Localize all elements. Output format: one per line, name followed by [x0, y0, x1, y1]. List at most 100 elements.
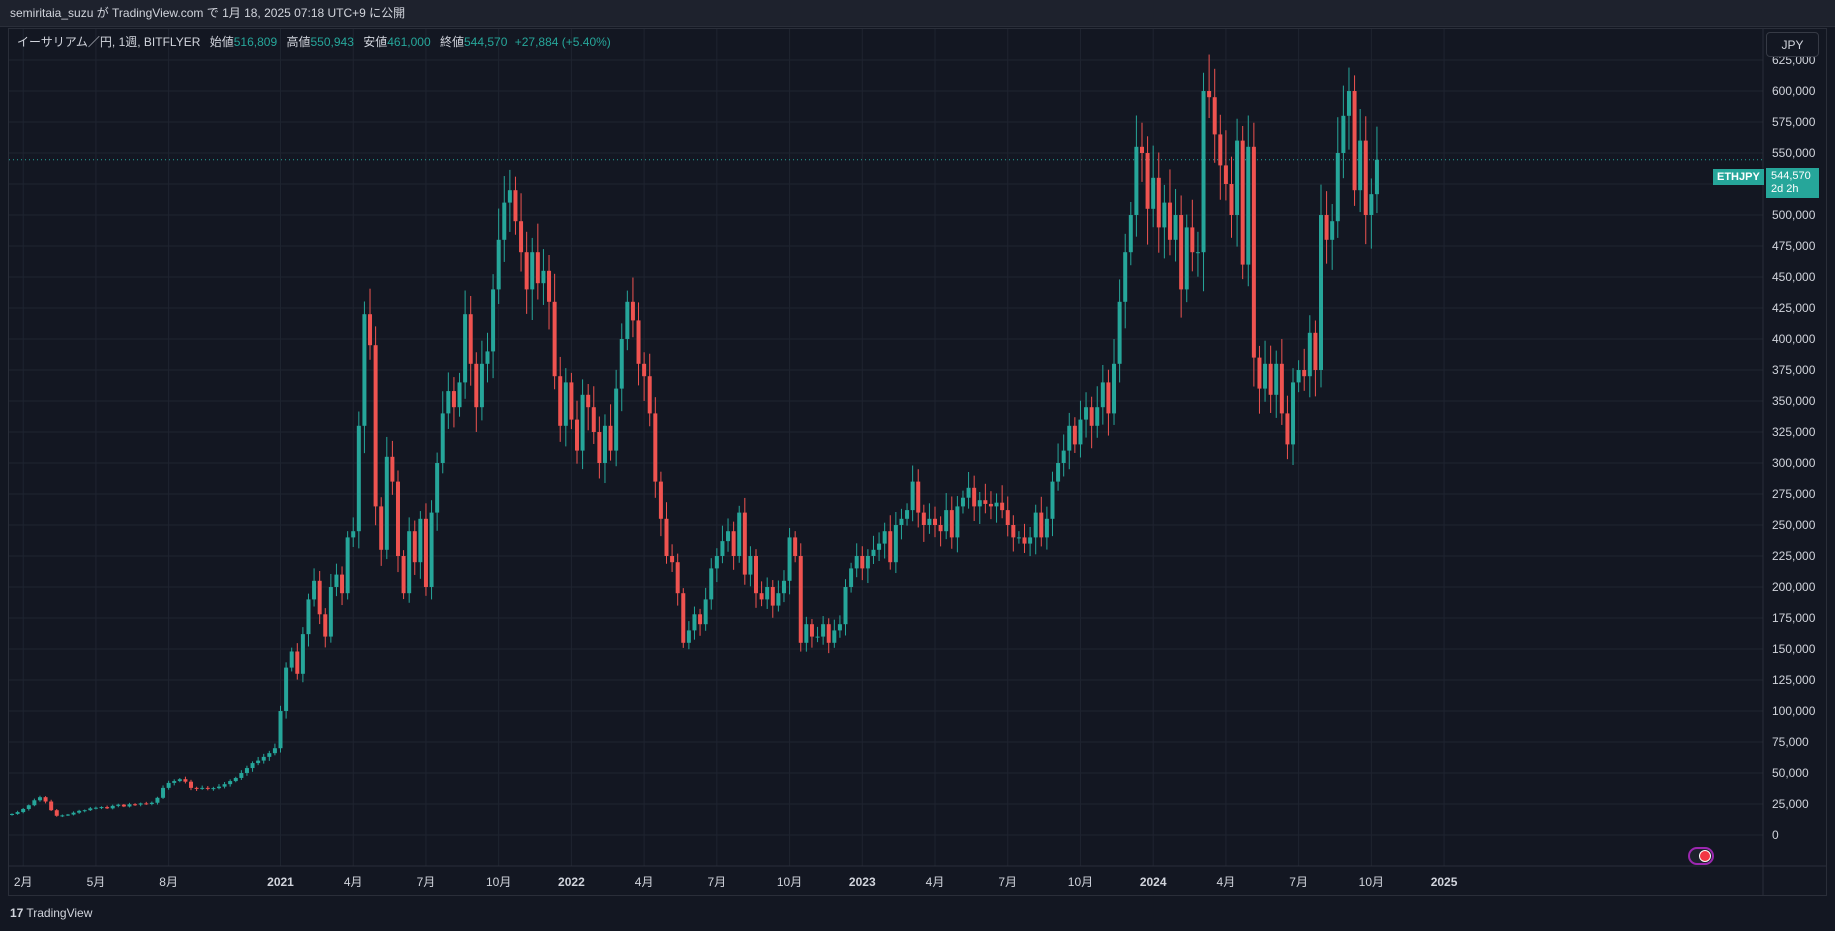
x-tick-label: 2月 [14, 875, 33, 889]
x-tick-label: 2022 [558, 875, 585, 889]
candle-body [93, 807, 98, 809]
candle-body [933, 518, 938, 525]
candle-body [966, 487, 971, 498]
x-tick-label: 8月 [159, 875, 178, 889]
candle-body [983, 500, 988, 504]
candle-body [642, 363, 647, 377]
candle-body [1358, 140, 1363, 191]
candle-body [429, 512, 434, 587]
candle-body [843, 587, 848, 625]
change-value: +27,884 (+5.40%) [514, 35, 611, 49]
x-tick-label: 2021 [267, 875, 294, 889]
candle-body [345, 537, 350, 594]
y-tick-label: 275,000 [1772, 487, 1816, 501]
y-tick-label: 225,000 [1772, 549, 1816, 563]
candle-body [664, 518, 669, 556]
bar-countdown: 2d 2h [1771, 183, 1799, 195]
x-tick-label: 7月 [998, 875, 1017, 889]
x-tick-label: 2023 [849, 875, 876, 889]
candle-body [121, 804, 126, 807]
candle-body [1235, 140, 1240, 215]
candle-body [334, 574, 339, 587]
candle-body [395, 481, 400, 556]
candle-body [166, 782, 171, 788]
last-price-value: 544,570 [1771, 170, 1811, 182]
replay-button[interactable] [1688, 847, 1714, 865]
candle-body [267, 753, 272, 757]
candle-body [1324, 215, 1329, 240]
candle-body [759, 593, 764, 600]
candle-body [468, 314, 473, 364]
candle-body [362, 314, 367, 426]
candle-body [1156, 177, 1161, 228]
candle-body [43, 797, 48, 802]
candle-body [781, 580, 786, 594]
candle-body [155, 797, 160, 803]
y-tick-label: 125,000 [1772, 673, 1816, 687]
candle-body [216, 786, 221, 789]
candle-body [1039, 512, 1044, 538]
candle-body [714, 556, 719, 569]
candle-body [379, 506, 384, 550]
candle-body [317, 580, 322, 615]
x-tick-label: 10月 [777, 875, 802, 889]
candle-body [1011, 525, 1016, 538]
candle-body [507, 190, 512, 203]
candle-body [692, 614, 697, 631]
candle-body [1207, 91, 1212, 98]
candle-body [927, 518, 932, 525]
candle-body [1000, 502, 1005, 511]
candle-body [65, 814, 70, 816]
candle-body [183, 779, 188, 782]
symbol-info: イーサリアム／円, 1週, BITFLYER [17, 35, 201, 49]
candle-body [1016, 537, 1021, 539]
candle-body [250, 763, 255, 769]
y-tick-label: 325,000 [1772, 425, 1816, 439]
candle-body [435, 463, 440, 513]
currency-button[interactable]: JPY [1766, 32, 1819, 57]
candle-body [99, 807, 104, 809]
candle-body [574, 419, 579, 451]
candle-body [418, 518, 423, 563]
candle-body [614, 388, 619, 451]
candle-body [323, 614, 328, 637]
y-tick-label: 300,000 [1772, 456, 1816, 470]
candle-body [239, 773, 244, 778]
candle-body [977, 500, 982, 507]
candle-body [189, 781, 194, 788]
candle-body [284, 667, 289, 711]
candle-body [1162, 202, 1167, 228]
candle-body [860, 556, 865, 569]
candle-body [949, 510, 954, 538]
candle-body [1179, 215, 1184, 290]
y-tick-label: 500,000 [1772, 208, 1816, 222]
y-tick-label: 200,000 [1772, 580, 1816, 594]
candle-body [278, 711, 283, 749]
candle-body [1229, 184, 1234, 215]
y-tick-label: 450,000 [1772, 270, 1816, 284]
candle-body [1279, 363, 1284, 414]
candle-body [882, 531, 887, 544]
candle-body [1123, 252, 1128, 302]
x-tick-label: 7月 [417, 875, 436, 889]
candle-body [994, 502, 999, 507]
candle-body [720, 541, 725, 556]
candle-body [742, 512, 747, 575]
candle-body [921, 512, 926, 525]
candle-body [261, 756, 266, 761]
candle-body [306, 599, 311, 635]
candle-body [446, 391, 451, 414]
candle-body [1307, 332, 1312, 377]
chart-pane[interactable] [8, 28, 1827, 896]
candle-body [177, 779, 182, 782]
candle-body [105, 807, 110, 809]
candle-body [748, 556, 753, 575]
candle-body [888, 531, 893, 563]
x-tick-label: 7月 [708, 875, 727, 889]
candle-body [451, 391, 456, 408]
x-tick-label: 10月 [1068, 875, 1093, 889]
price-axis: 0 25,000 50,000 75,000 100,000 125,000 150,000… [1762, 29, 1816, 896]
candle-body [988, 503, 993, 507]
candle-body [1263, 363, 1268, 389]
